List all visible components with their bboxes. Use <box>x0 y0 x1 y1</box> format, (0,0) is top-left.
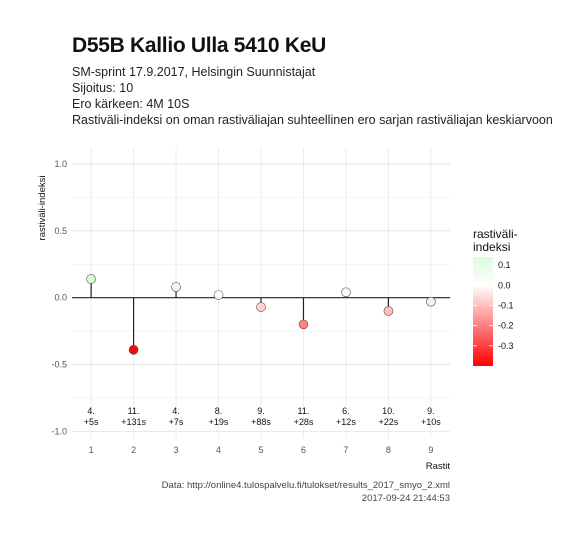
x-tick-label: 7 <box>343 445 348 455</box>
legend-tick-label: 0.1 <box>498 260 511 270</box>
data-point <box>86 274 96 284</box>
point-label-rank: 10. <box>382 406 395 416</box>
legend-tick-label: -0.2 <box>498 321 514 331</box>
y-tick-label: 0.5 <box>54 226 67 236</box>
point-label-rank: 4. <box>172 406 180 416</box>
point-label-diff: +131s <box>121 417 146 427</box>
point-label-diff: +7s <box>169 417 184 427</box>
point-label-diff: +10s <box>421 417 441 427</box>
point-label-diff: +19s <box>209 417 229 427</box>
data-point <box>426 296 436 307</box>
x-tick-label: 9 <box>428 445 433 455</box>
x-tick-label: 6 <box>301 445 306 455</box>
x-tick-label: 8 <box>386 445 391 455</box>
legend-title-line-1: rastiväli- <box>473 227 518 241</box>
data-point <box>128 344 139 355</box>
grid-lines <box>72 148 450 438</box>
data-point <box>171 282 181 292</box>
x-tick-label: 5 <box>258 445 263 455</box>
point-label-rank: 9. <box>427 406 435 416</box>
legend-title-line-2: indeksi <box>473 240 510 254</box>
point-labels: 4.+5s11.+131s4.+7s8.+19s9.+88s11.+28s6.+… <box>84 406 442 427</box>
data-source: Data: http://online4.tulospalvelu.fi/tul… <box>161 480 450 491</box>
y-tick-label: -0.5 <box>51 359 67 369</box>
data-point <box>256 302 266 312</box>
data-point <box>298 319 309 330</box>
legend-colorbar <box>473 257 493 366</box>
y-tick-label: 1.0 <box>54 159 67 169</box>
x-axis-label: Rastit <box>426 461 451 472</box>
point-label-rank: 11. <box>128 406 140 416</box>
legend-tick-label: 0.0 <box>498 280 511 290</box>
subtitle-line-2: Sijoitus: 10 <box>72 81 134 95</box>
y-axis-label: rastiväli-indeksi <box>37 176 48 241</box>
point-label-diff: +12s <box>336 417 356 427</box>
point-label-diff: +28s <box>294 417 314 427</box>
subtitle-line-1: SM-sprint 17.9.2017, Helsingin Suunnista… <box>72 65 316 79</box>
y-tick-label: -1.0 <box>51 426 67 436</box>
point-label-diff: +88s <box>251 417 271 427</box>
x-tick-label: 4 <box>216 445 221 455</box>
points <box>86 274 436 355</box>
subtitle-line-4: Rastiväli-indeksi on oman rastiväliajan … <box>72 113 553 127</box>
point-label-rank: 6. <box>342 406 350 416</box>
legend-tick-label: -0.3 <box>498 341 514 351</box>
data-point <box>213 290 224 300</box>
data-point <box>341 287 351 298</box>
axes: 1.0 0.5 0.0 -0.5 -1.0 1 2 3 4 5 6 7 8 9 Rastit rastiväl… <box>37 159 450 472</box>
point-label-rank: 4. <box>87 406 95 416</box>
point-label-diff: +22s <box>379 417 399 427</box>
data-point <box>383 306 394 316</box>
x-tick-label: 1 <box>89 445 94 455</box>
point-label-diff: +5s <box>84 417 99 427</box>
x-tick-label: 2 <box>131 445 136 455</box>
point-label-rank: 8. <box>215 406 223 416</box>
point-label-rank: 9. <box>257 406 265 416</box>
x-tick-label: 3 <box>174 445 179 455</box>
timestamp: 2017-09-24 21:44:53 <box>361 493 450 504</box>
subtitle-line-3: Ero kärkeen: 4M 10S <box>72 97 190 111</box>
legend: rastiväli-indeksi 0.1 0.0 -0.1 -0.2 -0.3 <box>473 227 518 366</box>
chart-title: D55B Kallio Ulla 5410 KeU <box>72 34 326 57</box>
y-tick-label: 0.0 <box>54 293 67 303</box>
legend-tick-label: -0.1 <box>498 300 514 310</box>
point-label-rank: 11. <box>298 406 310 416</box>
